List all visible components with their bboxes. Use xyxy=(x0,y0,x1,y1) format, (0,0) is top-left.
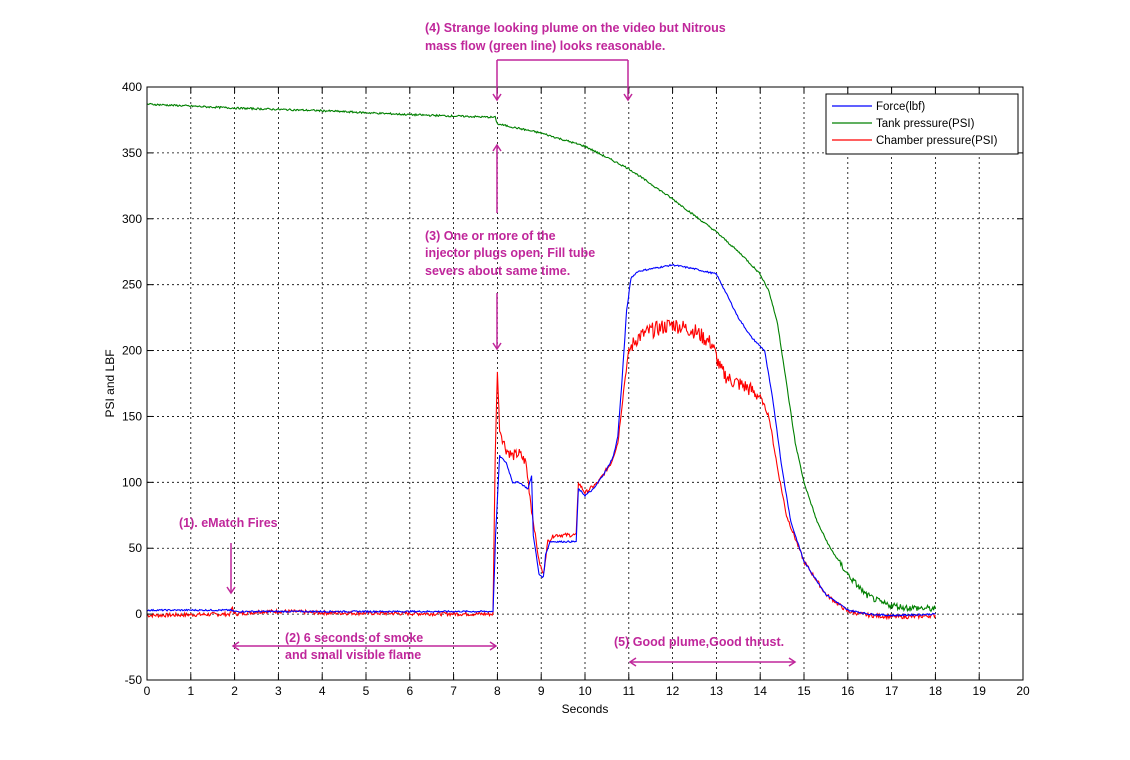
x-tick-label: 0 xyxy=(144,684,151,698)
legend: Force(lbf) Tank pressure(PSI) Chamber pres… xyxy=(825,93,1019,155)
legend-label: Chamber pressure(PSI) xyxy=(876,135,998,147)
axis-ticks: 0 1 2 3 4 5 6 7 8 9 10 11 12 13 14 15 16 17 18 19 20-5005010… xyxy=(122,80,1030,698)
series-line-tank-pressure-psi xyxy=(146,102,936,613)
legend-label: Force(lbf) xyxy=(876,101,925,113)
y-tick-label: 0 xyxy=(135,607,142,621)
arrow-head xyxy=(226,586,236,595)
y-tick-label: 50 xyxy=(129,541,143,555)
x-tick-label: 9 xyxy=(538,684,545,698)
y-tick-label: 350 xyxy=(122,146,142,160)
annotation-text: (5) Good plume,Good thrust. xyxy=(614,635,784,649)
annotations: (1). eMatch Fires (2) 6 seconds of smoke a… xyxy=(179,21,797,667)
x-tick-label: 7 xyxy=(450,684,457,698)
arrow-head xyxy=(628,657,637,667)
x-tick-label: 5 xyxy=(363,684,370,698)
legend-label: Tank pressure(PSI) xyxy=(876,118,975,130)
x-tick-label: 10 xyxy=(578,684,592,698)
x-tick-label: 13 xyxy=(710,684,724,698)
x-tick-label: 19 xyxy=(973,684,987,698)
annotation-text: (3) One or more of the xyxy=(425,229,556,243)
y-tick-label: 300 xyxy=(122,212,142,226)
y-tick-label: 100 xyxy=(122,475,142,489)
x-axis-label: Seconds xyxy=(562,702,609,716)
x-tick-label: 8 xyxy=(494,684,501,698)
y-tick-label: 200 xyxy=(122,344,142,358)
x-tick-label: 15 xyxy=(797,684,811,698)
arrow-head xyxy=(623,93,633,102)
x-tick-label: 18 xyxy=(929,684,943,698)
annotation-text: and small visible flame xyxy=(285,648,421,662)
x-tick-label: 2 xyxy=(231,684,238,698)
arrow-head xyxy=(492,93,502,102)
annotation-text: (4) Strange looking plume on the video b… xyxy=(425,21,726,35)
y-tick-label: 150 xyxy=(122,409,142,423)
arrow-head xyxy=(492,342,502,351)
x-tick-label: 11 xyxy=(623,684,636,698)
x-tick-label: 6 xyxy=(406,684,413,698)
x-tick-label: 12 xyxy=(666,684,680,698)
annotation-text: (1). eMatch Fires xyxy=(179,516,278,530)
arrow-head xyxy=(492,143,502,152)
annotation-text: mass flow (green line) looks reasonable. xyxy=(425,39,665,53)
x-tick-label: 3 xyxy=(275,684,282,698)
arrow-head xyxy=(489,641,498,651)
annotation-text: injector plugs open. Fill tube xyxy=(425,246,595,260)
y-tick-label: 250 xyxy=(122,278,142,292)
arrow-head xyxy=(231,641,240,651)
y-tick-label: -50 xyxy=(125,673,143,687)
annotation-text: (2) 6 seconds of smoke xyxy=(285,631,423,645)
x-tick-label: 20 xyxy=(1016,684,1030,698)
x-tick-label: 1 xyxy=(187,684,194,698)
x-tick-label: 17 xyxy=(885,684,899,698)
grid-lines xyxy=(147,87,1023,680)
series-line-force-lbf xyxy=(146,263,936,617)
legend-box xyxy=(825,93,1019,155)
y-axis-label: PSI and LBF xyxy=(103,349,117,417)
x-tick-label: 4 xyxy=(319,684,326,698)
annotation-text: severs about same time. xyxy=(425,264,570,278)
x-tick-label: 16 xyxy=(841,684,855,698)
series-lines xyxy=(146,102,936,621)
x-tick-label: 14 xyxy=(754,684,768,698)
y-tick-label: 400 xyxy=(122,80,142,94)
arrow-head xyxy=(788,657,797,667)
